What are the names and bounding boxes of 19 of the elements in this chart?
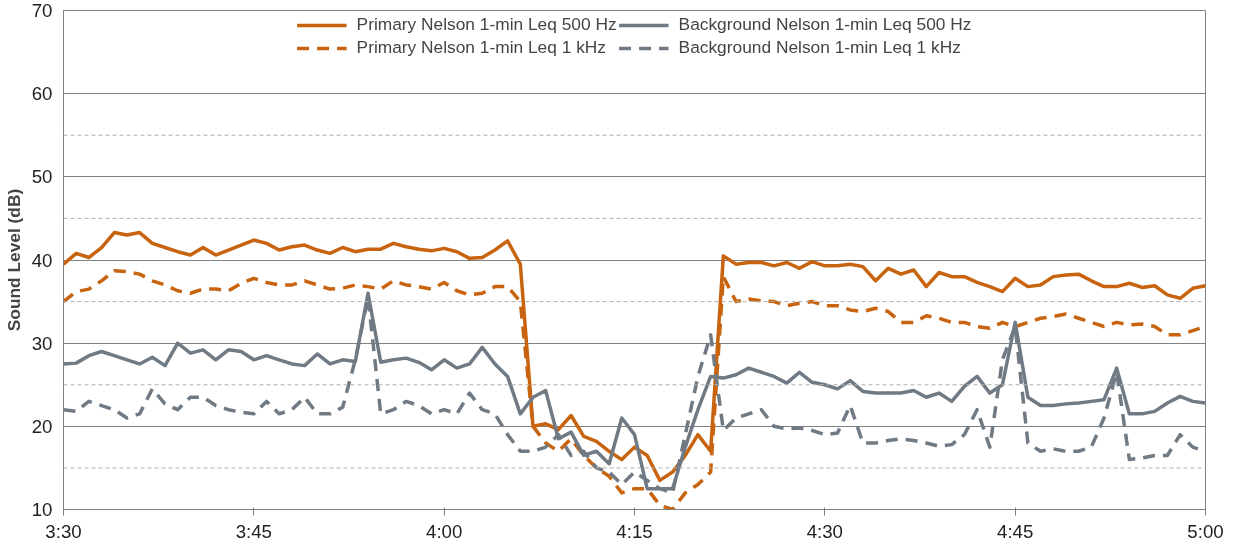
- y-axis-title: Sound Level (dB): [3, 188, 24, 332]
- x-tick-label: 4:15: [616, 520, 653, 542]
- x-tick-label: 3:45: [235, 520, 272, 542]
- y-tick-label: 30: [31, 332, 53, 354]
- y-tick-label: 20: [31, 415, 53, 437]
- x-tick-label: 4:30: [806, 520, 843, 542]
- y-tick-label: 70: [31, 0, 53, 21]
- legend-label: Primary Nelson 1-min Leq 1 kHz: [356, 37, 606, 58]
- x-tick-label: 4:45: [997, 520, 1034, 542]
- x-tick-label: 3:30: [45, 520, 82, 542]
- x-tick-label: 4:00: [426, 520, 463, 542]
- x-tick-label: 5:00: [1187, 520, 1224, 542]
- y-tick-label: 40: [31, 249, 53, 271]
- legend-label: Background Nelson 1-min Leq 500 Hz: [678, 14, 972, 35]
- legend-label: Primary Nelson 1-min Leq 500 Hz: [356, 14, 617, 35]
- y-tick-label: 60: [31, 83, 53, 105]
- legend-label: Background Nelson 1-min Leq 1 kHz: [678, 37, 961, 58]
- y-tick-label: 50: [31, 166, 53, 188]
- y-tick-label: 10: [31, 499, 53, 520]
